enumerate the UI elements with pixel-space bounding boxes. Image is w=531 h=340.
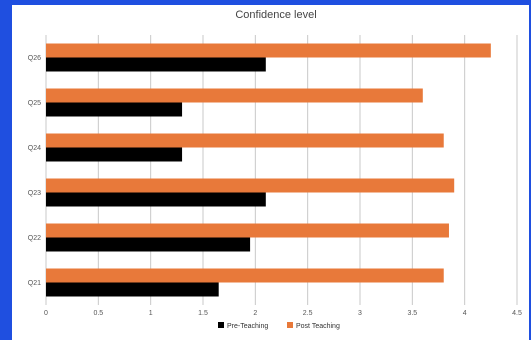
gridlines: [45, 35, 518, 305]
bar-pre-teaching-q25: [46, 102, 183, 117]
y-tick-labels: Q21 Q22 Q23 Q24 Q25 Q26: [28, 55, 41, 287]
bar-post-teaching-q26: [46, 43, 491, 58]
y-tick-label: Q25: [28, 100, 41, 107]
x-tick-label: 2.5: [303, 310, 313, 317]
bar-pre-teaching-q22: [46, 237, 251, 252]
legend-label: Pre-Teaching: [227, 323, 268, 330]
bar-pre-teaching-q23: [46, 192, 266, 207]
bar-post-teaching-q23: [46, 178, 455, 193]
bar-post-teaching-q21: [46, 268, 444, 283]
bars: [46, 43, 491, 297]
bar-post-teaching-q24: [46, 133, 444, 148]
bar-post-teaching-q25: [46, 88, 423, 103]
x-tick-label: 1.5: [198, 310, 208, 317]
x-tick-label: 4.5: [512, 310, 522, 317]
x-tick-label: 0: [44, 310, 48, 317]
x-tick-label: 1: [149, 310, 153, 317]
y-tick-label: Q22: [28, 235, 41, 242]
bar-pre-teaching-q21: [46, 282, 219, 297]
x-tick-label: 4: [463, 310, 467, 317]
legend: Pre-Teaching Post Teaching: [218, 322, 340, 330]
legend-label: Post Teaching: [296, 323, 340, 330]
bar-pre-teaching-q24: [46, 147, 183, 162]
x-tick-label: 2: [253, 310, 257, 317]
legend-swatch: [287, 322, 293, 328]
legend-swatch: [218, 322, 224, 328]
y-tick-label: Q23: [28, 190, 41, 197]
bar-pre-teaching-q26: [46, 57, 266, 72]
y-tick-label: Q24: [28, 145, 41, 152]
x-tick-labels: 0 0.5 1 1.5 2 2.5 3 3.5 4 4.5: [44, 310, 522, 317]
x-tick-label: 3: [358, 310, 362, 317]
bar-post-teaching-q22: [46, 223, 449, 238]
x-tick-label: 3.5: [407, 310, 417, 317]
x-tick-label: 0.5: [93, 310, 103, 317]
y-tick-label: Q21: [28, 280, 41, 287]
y-tick-label: Q26: [28, 55, 41, 62]
chart-title: Confidence level: [235, 9, 316, 21]
